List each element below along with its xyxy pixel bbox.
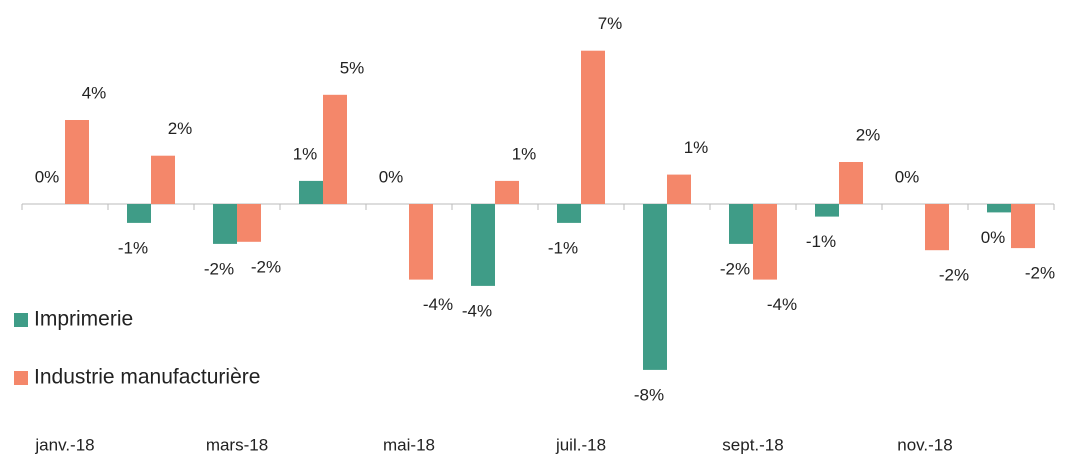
x-tick-label: mai-18 [383, 435, 435, 454]
data-label: -1% [118, 238, 148, 257]
data-label: -4% [462, 301, 492, 320]
data-label: 0% [35, 167, 60, 186]
x-tick-label: mars-18 [206, 435, 268, 454]
x-tick-label: janv.-18 [34, 435, 94, 454]
legend-swatch [14, 371, 28, 385]
bar [299, 180, 323, 204]
bar [151, 155, 175, 204]
bar [815, 204, 839, 217]
data-label: -1% [806, 232, 836, 251]
bar [729, 204, 753, 244]
bar [839, 162, 863, 204]
data-label: 2% [856, 125, 881, 144]
data-label: -2% [204, 259, 234, 278]
bar [753, 204, 777, 280]
legend-swatch [14, 313, 28, 327]
data-label: 7% [598, 14, 623, 33]
data-label: 2% [168, 119, 193, 138]
legend-label: Imprimerie [34, 308, 133, 331]
legend-label: Industrie manufacturière [34, 366, 260, 389]
bar [409, 204, 433, 280]
bar [557, 204, 581, 223]
bar [65, 120, 89, 204]
bar [323, 94, 347, 204]
bar [1011, 204, 1035, 249]
data-label: 0% [895, 167, 920, 186]
data-label: -2% [251, 257, 281, 276]
data-label: 4% [82, 83, 107, 102]
data-label: -2% [1025, 264, 1055, 283]
x-tick-label: juil.-18 [555, 435, 606, 454]
data-label: 1% [684, 138, 709, 157]
data-label: 5% [340, 58, 365, 77]
bar [667, 174, 691, 204]
bar [213, 204, 237, 244]
data-label: -2% [939, 266, 969, 285]
x-tick-label: nov.-18 [897, 435, 952, 454]
data-label: -8% [634, 385, 664, 404]
data-label: -4% [767, 295, 797, 314]
data-label: 0% [981, 228, 1006, 247]
bar [925, 204, 949, 251]
bar [471, 204, 495, 286]
data-label: -1% [548, 238, 578, 257]
bar [643, 204, 667, 370]
data-label: 1% [293, 144, 318, 163]
data-label: 1% [512, 144, 537, 163]
data-label: -4% [423, 295, 453, 314]
bar [495, 180, 519, 204]
bar [237, 204, 261, 242]
bar [127, 204, 151, 223]
bar [581, 50, 605, 205]
data-label: -2% [720, 259, 750, 278]
data-label: 0% [379, 167, 404, 186]
bar [987, 204, 1011, 213]
x-tick-label: sept.-18 [722, 435, 783, 454]
